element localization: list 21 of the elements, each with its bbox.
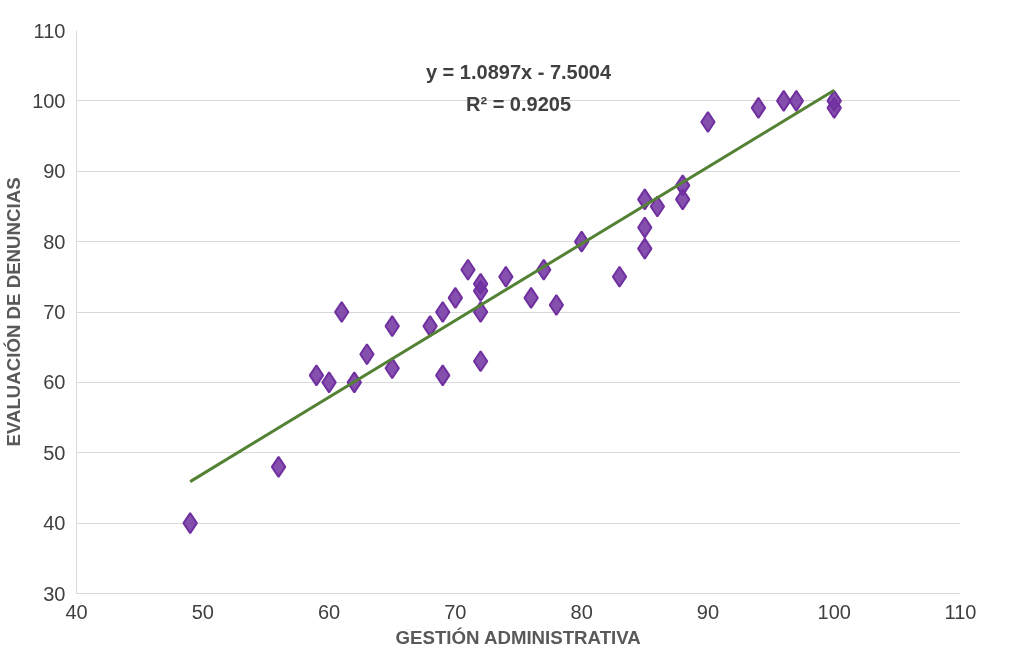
y-tick-label: 90 [43, 160, 66, 183]
x-tick-label: 40 [65, 600, 88, 623]
x-axis-title: GESTIÓN ADMINISTRATIVA [395, 626, 641, 648]
y-axis-title: EVALUACIÓN DE DENUNCIAS [3, 177, 25, 447]
y-tick-label: 50 [43, 441, 66, 464]
y-tick-label: 100 [32, 89, 66, 112]
y-tick-label: 30 [43, 582, 66, 605]
x-tick-label: 60 [317, 600, 341, 623]
x-tick-label: 80 [570, 600, 593, 623]
y-tick-label: 40 [43, 512, 66, 535]
y-tick-label: 110 [33, 19, 66, 42]
x-tick-label: 70 [444, 600, 467, 623]
y-tick-label: 60 [43, 371, 66, 394]
annotation: R² = 0.9205 [465, 92, 572, 115]
y-tick-label: 70 [43, 301, 66, 323]
x-tick-label: 50 [191, 600, 214, 623]
x-tick-label: 100 [817, 600, 851, 623]
annotation: y = 1.0897x - 7.5004 [425, 61, 612, 84]
y-tick-label: 80 [43, 230, 66, 253]
x-tick-label: 90 [696, 600, 720, 623]
x-tick-label: 110 [944, 600, 977, 623]
